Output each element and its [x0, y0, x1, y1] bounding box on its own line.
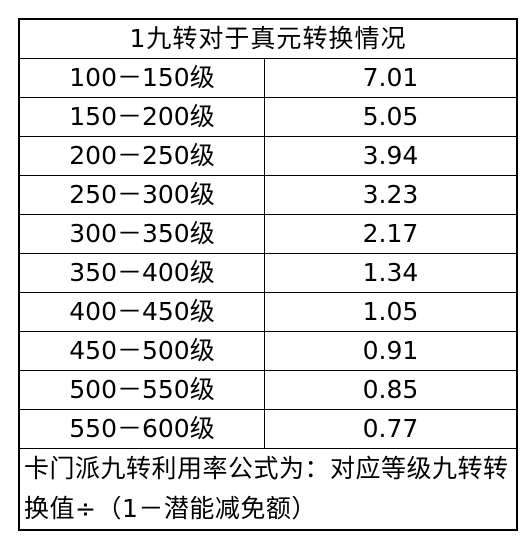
conversion-value: 1.34: [264, 253, 518, 293]
level-range: 400－450级: [18, 292, 265, 332]
table-title: 1九转对于真元转换情况: [18, 18, 518, 59]
conversion-value: 2.17: [264, 214, 518, 254]
conversion-value: 0.85: [264, 370, 518, 410]
level-row: 550－600级 0.77: [18, 409, 518, 449]
level-range: 250－300级: [18, 175, 265, 215]
level-row: 150－200级 5.05: [18, 97, 518, 137]
level-row: 100－150级 7.01: [18, 58, 518, 98]
level-row: 200－250级 3.94: [18, 136, 518, 176]
table-body: 1九转对于真元转换情况 100－150级 7.01 150－200级 5.05 200－…: [18, 18, 518, 531]
level-row: 300－350级 2.17: [18, 214, 518, 254]
conversion-table: 1九转对于真元转换情况 100－150级 7.01 150－200级 5.05 200－…: [18, 18, 518, 531]
level-row: 350－400级 1.34: [18, 253, 518, 293]
level-range: 100－150级: [18, 58, 265, 98]
conversion-value: 3.94: [264, 136, 518, 176]
conversion-value: 0.77: [264, 409, 518, 449]
conversion-value: 3.23: [264, 175, 518, 215]
level-row: 400－450级 1.05: [18, 292, 518, 332]
level-row: 450－500级 0.91: [18, 331, 518, 371]
conversion-value: 7.01: [264, 58, 518, 98]
conversion-value: 0.91: [264, 331, 518, 371]
conversion-value: 5.05: [264, 97, 518, 137]
level-range: 150－200级: [18, 97, 265, 137]
level-range: 350－400级: [18, 253, 265, 293]
conversion-value: 1.05: [264, 292, 518, 332]
level-range: 450－500级: [18, 331, 265, 371]
level-range: 300－350级: [18, 214, 265, 254]
footer-row: 卡门派九转利用率公式为：对应等级九转转换值÷（1－潜能减免额）: [18, 448, 518, 531]
level-row: 500－550级 0.85: [18, 370, 518, 410]
level-range: 500－550级: [18, 370, 265, 410]
level-range: 550－600级: [18, 409, 265, 449]
level-row: 250－300级 3.23: [18, 175, 518, 215]
formula-note: 卡门派九转利用率公式为：对应等级九转转换值÷（1－潜能减免额）: [18, 448, 518, 531]
level-range: 200－250级: [18, 136, 265, 176]
title-row: 1九转对于真元转换情况: [18, 18, 518, 59]
